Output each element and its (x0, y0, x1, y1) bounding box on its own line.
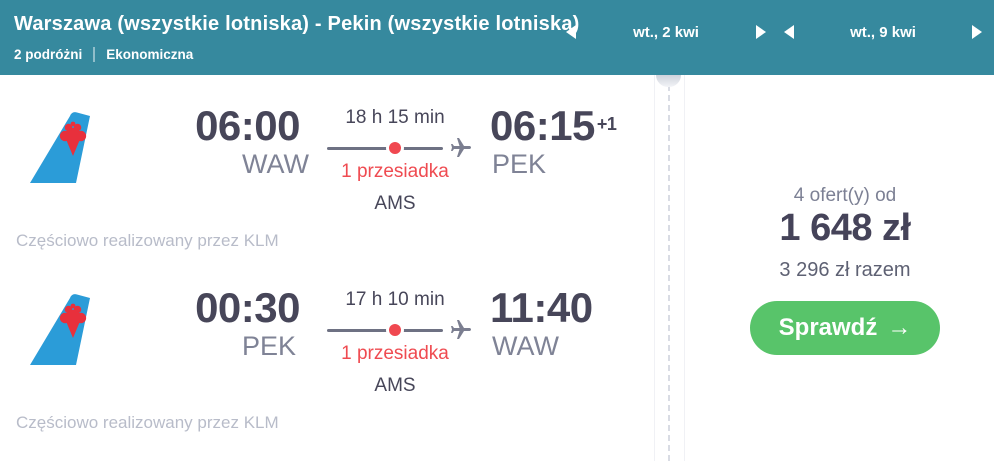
arrival-time-value: 11:40 (490, 284, 593, 331)
prev-outbound-date-icon[interactable] (566, 25, 576, 39)
next-return-date-icon[interactable] (971, 25, 982, 39)
route-line (327, 147, 443, 150)
check-offer-label: Sprawdź (778, 314, 878, 341)
route-title: Warszawa (wszystkie lotniska) - Pekin (w… (14, 13, 580, 35)
stops-label: 1 przesiadka (341, 161, 449, 182)
airplane-icon (451, 320, 471, 339)
operator-note: Częściowo realizowany przez KLM (16, 413, 279, 432)
price-total: 3 296 zł razem (779, 259, 911, 281)
ticket-perforation-line (668, 75, 670, 461)
divider (93, 47, 96, 62)
stopover-dot-icon (389, 142, 401, 154)
price-per-person: 1 648 zł (779, 207, 911, 249)
arrow-right-icon: → (887, 314, 912, 341)
arrival-airport-code: PEK (492, 149, 547, 179)
departure-time: 00:30 (195, 284, 300, 331)
cabin-class-label: Ekonomiczna (106, 47, 194, 62)
arrival-time: 11:40 (490, 286, 593, 330)
card-edge-left (654, 75, 655, 461)
search-summary: 2 podróżni Ekonomiczna (14, 47, 193, 62)
day-offset-badge: +1 (596, 114, 617, 134)
prev-return-date-icon[interactable] (784, 25, 794, 39)
stopover-airport-code: AMS (374, 193, 416, 214)
return-date-nav: wt., 9 kwi (784, 0, 982, 64)
arrival-airport-code: WAW (492, 331, 559, 361)
outbound-date-label: wt., 2 kwi (633, 23, 699, 41)
airplane-icon (451, 138, 471, 157)
check-offer-button[interactable]: Sprawdź → (750, 301, 940, 355)
flight-duration: 18 h 15 min (345, 107, 445, 128)
stopover-airport-code: AMS (374, 375, 416, 396)
offer-panel: 4 ofert(y) od 1 648 zł 3 296 zł razem Sp… (690, 75, 999, 461)
arrival-time: 06:15 +1 (490, 102, 617, 149)
arrival-time-value: 06:15 (490, 102, 595, 149)
flight-leg-outbound[interactable]: 06:00 WAW 18 h 15 min 1 przesiadka AMS 0… (0, 104, 655, 264)
operator-note: Częściowo realizowany przez KLM (16, 231, 279, 250)
outbound-date-nav: wt., 2 kwi (566, 0, 766, 64)
departure-time: 06:00 (195, 102, 300, 149)
china-southern-logo-icon (30, 112, 90, 183)
next-outbound-date-icon[interactable] (755, 25, 766, 39)
departure-airport-code: WAW (242, 149, 309, 179)
stopover-dot-icon (389, 324, 401, 336)
return-date-label: wt., 9 kwi (850, 23, 916, 41)
header-bar: Warszawa (wszystkie lotniska) - Pekin (w… (0, 0, 999, 75)
ticket-notch (656, 75, 681, 87)
passengers-label: 2 podróżni (14, 47, 83, 62)
route-line (327, 329, 443, 332)
flight-duration: 17 h 10 min (345, 289, 445, 310)
scrollbar-gutter[interactable] (994, 0, 999, 461)
departure-airport-code: PEK (242, 331, 297, 361)
flight-leg-return[interactable]: 00:30 PEK 17 h 10 min 1 przesiadka AMS 1… (0, 286, 655, 446)
offers-count-label: 4 ofert(y) od (793, 185, 897, 206)
china-southern-logo-icon (30, 294, 90, 365)
card-edge-right (684, 75, 685, 461)
stops-label: 1 przesiadka (341, 343, 449, 364)
